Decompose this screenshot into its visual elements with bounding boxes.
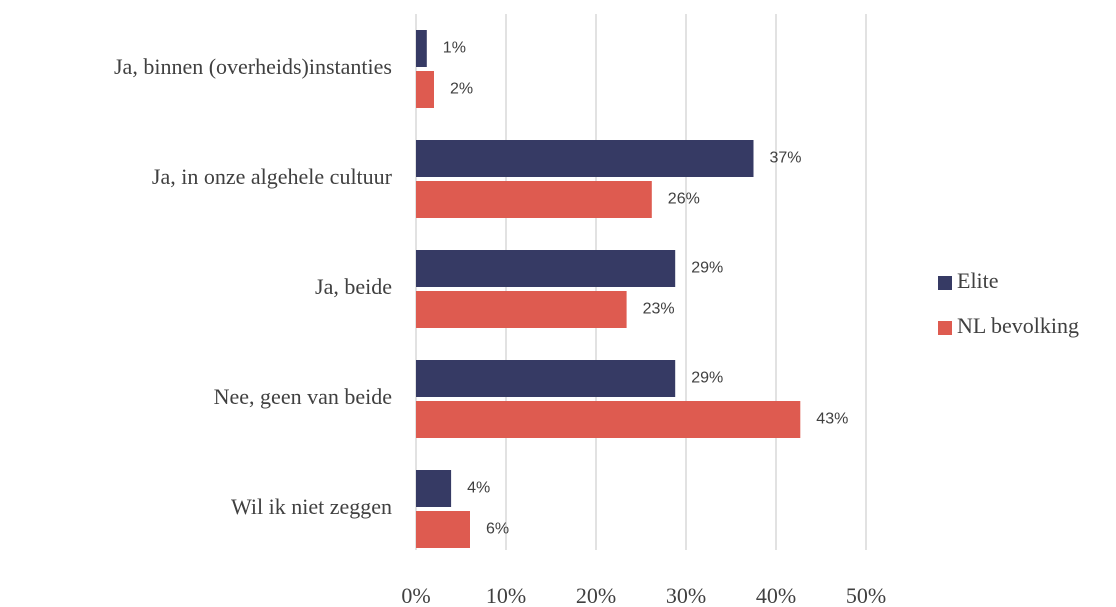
y-tick-label: Ja, in onze algehele cultuur: [152, 164, 393, 189]
legend-label: Elite: [957, 268, 999, 293]
bar: [416, 360, 676, 397]
x-tick-label: 50%: [846, 583, 886, 607]
value-label: 23%: [643, 301, 675, 318]
value-label: 2%: [450, 81, 473, 98]
legend-swatch: [938, 321, 952, 335]
bar: [416, 181, 652, 218]
legend-label: NL bevolking: [957, 313, 1079, 338]
bar: [416, 71, 434, 108]
bar: [416, 291, 627, 328]
y-tick-label: Wil ik niet zeggen: [231, 494, 392, 519]
x-tick-label: 40%: [756, 583, 796, 607]
bar: [416, 401, 801, 438]
x-tick-label: 0%: [401, 583, 430, 607]
x-tick-label: 30%: [666, 583, 706, 607]
y-tick-label: Ja, binnen (overheids)instanties: [114, 54, 392, 79]
bar: [416, 470, 452, 507]
value-label: 26%: [668, 191, 700, 208]
value-label: 29%: [691, 260, 723, 277]
value-label: 43%: [816, 411, 848, 428]
value-label: 6%: [486, 521, 509, 538]
x-tick-label: 20%: [576, 583, 616, 607]
value-label: 29%: [691, 370, 723, 387]
bar: [416, 30, 427, 67]
legend-swatch: [938, 276, 952, 290]
bar: [416, 511, 470, 548]
value-label: 37%: [770, 150, 802, 167]
bar: [416, 250, 676, 287]
x-tick-label: 10%: [486, 583, 526, 607]
bar: [416, 140, 754, 177]
value-label: 4%: [467, 480, 490, 497]
y-tick-label: Ja, beide: [315, 274, 392, 299]
value-label: 1%: [443, 40, 466, 57]
y-tick-label: Nee, geen van beide: [214, 384, 392, 409]
